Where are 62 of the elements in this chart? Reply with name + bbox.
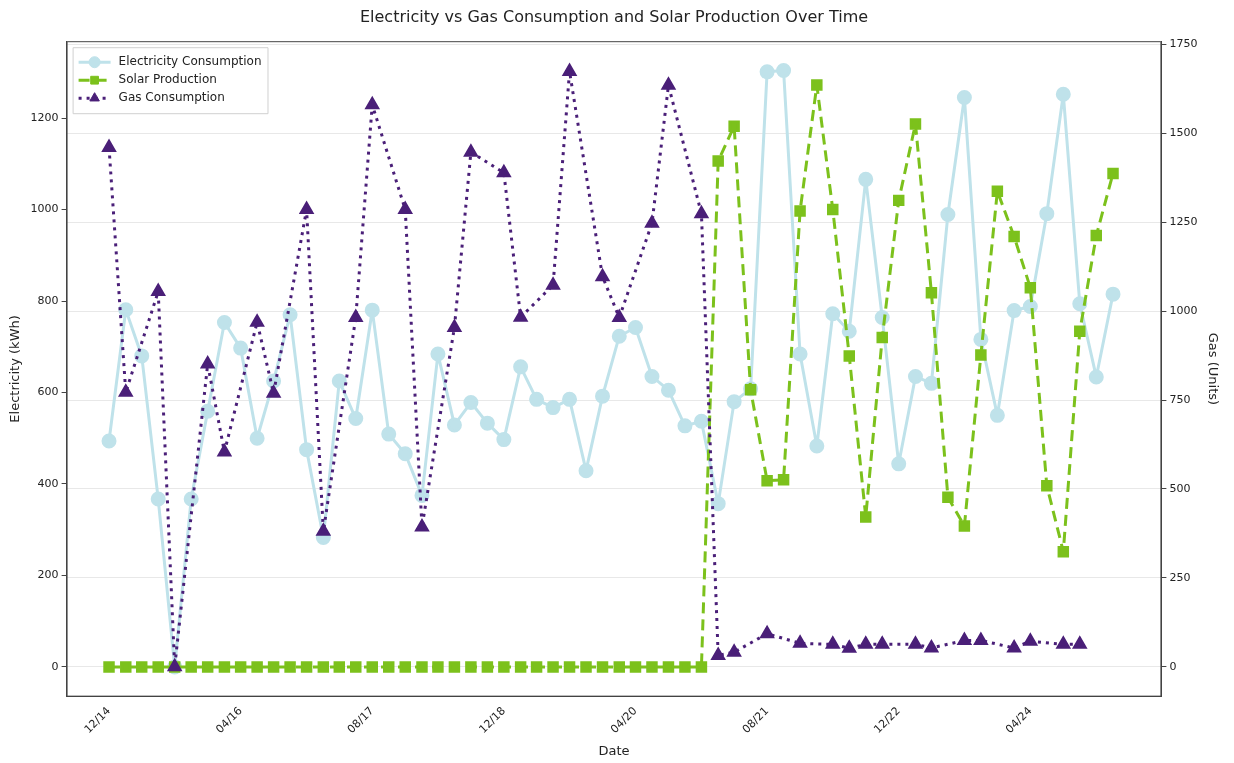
y2-tick-label: 1750 [1169,37,1198,51]
point [119,384,133,397]
point [908,636,923,649]
point [250,314,264,327]
y2-tick-label: 500 [1169,481,1191,495]
point [595,269,610,282]
legend-label: Gas Consumption [118,90,225,105]
x-axis-title: Date [598,742,630,758]
legend-label: Solar Production [118,72,217,87]
point [826,636,840,649]
point [875,636,889,649]
point [760,626,774,639]
point [1007,640,1021,653]
point [447,319,462,332]
point [102,140,116,153]
y2-tick-label: 250 [1169,570,1191,584]
point [711,647,725,660]
y2-tick-label: 1500 [1169,126,1198,140]
point [924,640,939,653]
legend-label: Electricity Consumption [118,54,262,69]
point [266,385,281,398]
point [612,310,626,323]
point [349,310,363,323]
y-tick-label: 1000 [30,202,59,216]
point [694,206,709,219]
y-tick-label: 1200 [30,110,59,124]
point [464,144,478,157]
point [957,632,972,645]
point [562,63,577,76]
point [645,215,659,228]
y2-tick-label: 750 [1169,392,1191,406]
point [316,523,331,536]
point [398,201,412,214]
point [151,284,165,297]
point [217,444,232,457]
y2-tick-label: 0 [1169,659,1177,673]
point [497,165,511,178]
point [200,356,215,369]
point [365,97,379,110]
y2-tick-label: 1250 [1169,215,1198,229]
point [546,277,560,290]
y-tick-label: 800 [37,293,59,307]
point [793,635,807,648]
point [727,644,741,657]
y-tick-label: 400 [37,476,59,490]
point [299,201,314,214]
chart-title: Electricity vs Gas Consumption and Solar Production Over Time [359,6,869,26]
point [661,77,676,90]
y2-tick-label: 1000 [1169,303,1198,317]
point [974,632,988,645]
point [1073,636,1087,649]
y-tick-label: 0 [51,659,59,673]
point [842,640,856,653]
y-tick-label: 200 [37,568,59,582]
point [1056,636,1070,649]
y-tick-label: 600 [37,385,59,399]
point [415,519,429,532]
point [513,309,528,322]
point [859,636,873,649]
y-axis-title: Electricity (kWh) [7,315,23,423]
y2-axis-title: Gas (Units) [1205,332,1221,406]
point [1023,633,1038,646]
